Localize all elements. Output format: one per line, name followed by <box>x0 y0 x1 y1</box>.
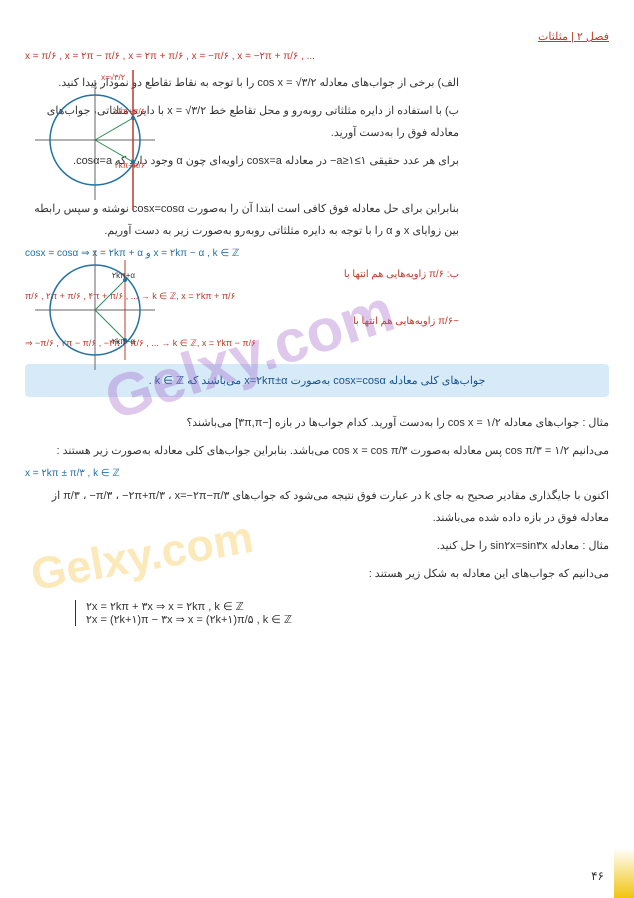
sys-line-2: ۲x = (۲k+۱)π − ۳x ⇒ x = (۲k+۱)π/۵ , k ∈ … <box>86 613 559 626</box>
sys-line-1: ۲x = ۲kπ + ۳x ⇒ x = ۲kπ , k ∈ ℤ <box>86 600 559 613</box>
system-equations: ۲x = ۲kπ + ۳x ⇒ x = ۲kπ , k ∈ ℤ ۲x = (۲k… <box>75 600 559 626</box>
svg-text:۲kπ+α: ۲kπ+α <box>112 271 135 280</box>
unit-circle-2: ۲kπ+α ۲kπ−α <box>25 240 165 380</box>
example-1: مثال : جواب‌های معادله cos x = ۱/۲ را به… <box>25 412 609 434</box>
top-equation: x = π/۶ , x = ۲π − π/۶ , x = ۲π + π/۶ , … <box>25 51 609 62</box>
svg-text:x=√۳/۲: x=√۳/۲ <box>101 73 125 82</box>
page-number: ۴۶ <box>591 869 604 883</box>
example-2-intro: می‌دانیم که جواب‌های این معادله به شکل ز… <box>25 563 609 585</box>
unit-circle-1: ۲kπ+π/۶ ۲kπ−π/۶ x=√۳/۲ <box>25 70 165 210</box>
svg-text:۲kπ+π/۶: ۲kπ+π/۶ <box>114 107 145 116</box>
svg-text:۲kπ−α: ۲kπ−α <box>112 337 135 346</box>
example-1-range: اکنون با جایگذاری مقادیر صحیح به جای k د… <box>25 485 609 529</box>
example-1-sol: می‌دانیم cos π/۳ = ۱/۲ پس معادله به‌صورت… <box>25 440 609 462</box>
chapter-header: فصل ۲ | مثلثات <box>25 30 609 43</box>
example-1-eq: x = ۲kπ ± π/۳ , k ∈ ℤ <box>25 468 569 479</box>
example-2: مثال : معادله sin۲x=sin۳x را حل کنید. <box>25 535 609 557</box>
svg-text:۲kπ−π/۶: ۲kπ−π/۶ <box>114 161 145 170</box>
corner-decoration <box>614 848 634 898</box>
